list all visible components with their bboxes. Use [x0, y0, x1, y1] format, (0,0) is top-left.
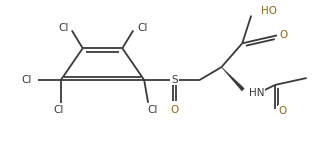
Text: O: O — [280, 30, 288, 40]
Text: Cl: Cl — [21, 75, 32, 85]
Text: Cl: Cl — [54, 105, 64, 115]
Text: S: S — [172, 75, 178, 85]
Text: HO: HO — [261, 6, 277, 16]
Text: Cl: Cl — [147, 105, 157, 115]
Text: O: O — [279, 106, 287, 116]
Polygon shape — [221, 67, 245, 91]
Text: O: O — [171, 105, 179, 115]
Text: Cl: Cl — [59, 23, 69, 33]
Text: HN: HN — [249, 88, 265, 98]
Text: Cl: Cl — [137, 23, 147, 33]
